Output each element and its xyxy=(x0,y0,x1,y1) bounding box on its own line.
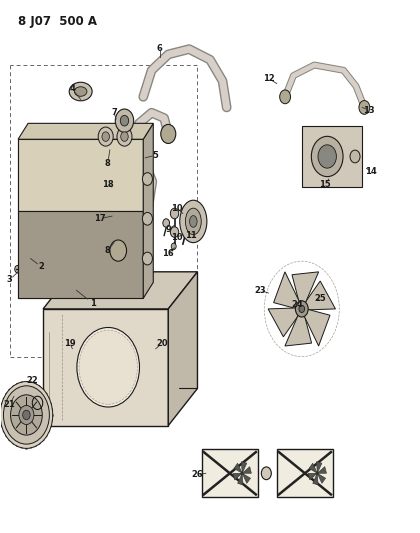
Ellipse shape xyxy=(185,208,201,235)
Circle shape xyxy=(311,136,343,176)
Text: 26: 26 xyxy=(192,471,203,479)
Polygon shape xyxy=(273,272,299,309)
Ellipse shape xyxy=(74,87,87,96)
Circle shape xyxy=(110,240,126,261)
Polygon shape xyxy=(268,308,298,337)
Text: 3: 3 xyxy=(7,275,13,284)
Circle shape xyxy=(318,145,336,168)
Circle shape xyxy=(15,265,21,273)
Circle shape xyxy=(117,127,132,146)
Circle shape xyxy=(171,208,178,219)
Polygon shape xyxy=(318,474,326,483)
Text: 5: 5 xyxy=(153,151,159,160)
Polygon shape xyxy=(292,272,319,302)
Polygon shape xyxy=(43,309,168,425)
Circle shape xyxy=(299,305,304,312)
Text: 23: 23 xyxy=(254,286,266,295)
Circle shape xyxy=(171,243,176,249)
Polygon shape xyxy=(317,462,322,472)
Text: 18: 18 xyxy=(102,180,113,189)
Circle shape xyxy=(98,127,113,146)
Text: 7: 7 xyxy=(111,108,117,117)
Circle shape xyxy=(261,467,271,480)
Circle shape xyxy=(295,301,308,317)
Text: 21: 21 xyxy=(4,400,16,409)
Polygon shape xyxy=(168,272,197,425)
Polygon shape xyxy=(241,462,247,472)
Text: 10: 10 xyxy=(171,233,182,242)
Text: 4: 4 xyxy=(69,84,75,93)
Circle shape xyxy=(280,90,291,104)
Circle shape xyxy=(121,132,128,141)
Polygon shape xyxy=(234,463,242,472)
Ellipse shape xyxy=(69,82,92,101)
Bar xyxy=(18,139,143,211)
Circle shape xyxy=(120,115,129,126)
Text: 2: 2 xyxy=(38,262,44,271)
Bar xyxy=(202,449,258,497)
Polygon shape xyxy=(143,123,153,298)
Text: 13: 13 xyxy=(363,106,374,115)
Text: 8 J07  500 A: 8 J07 500 A xyxy=(18,14,97,28)
Polygon shape xyxy=(233,473,241,480)
Bar xyxy=(277,449,333,497)
Polygon shape xyxy=(304,309,330,346)
Bar xyxy=(302,126,362,187)
Text: 10: 10 xyxy=(171,204,182,213)
Text: 16: 16 xyxy=(163,249,174,259)
Text: 17: 17 xyxy=(94,214,105,223)
Polygon shape xyxy=(18,139,143,298)
Circle shape xyxy=(161,124,176,143)
Text: 11: 11 xyxy=(185,231,197,240)
Polygon shape xyxy=(309,463,317,472)
Circle shape xyxy=(0,382,52,448)
Circle shape xyxy=(142,173,152,185)
Text: 20: 20 xyxy=(156,339,168,348)
Circle shape xyxy=(116,109,134,132)
Text: 12: 12 xyxy=(262,74,274,83)
Bar xyxy=(18,211,143,298)
Circle shape xyxy=(171,227,178,237)
Circle shape xyxy=(19,406,34,424)
Polygon shape xyxy=(318,466,326,473)
Text: 24: 24 xyxy=(292,300,304,309)
Text: 15: 15 xyxy=(319,180,331,189)
Ellipse shape xyxy=(189,216,197,227)
Text: 1: 1 xyxy=(90,299,96,308)
Circle shape xyxy=(142,252,152,265)
Polygon shape xyxy=(43,272,197,309)
Polygon shape xyxy=(18,123,153,139)
Text: 14: 14 xyxy=(365,166,376,175)
Circle shape xyxy=(316,471,319,475)
Circle shape xyxy=(142,213,152,225)
Text: 22: 22 xyxy=(27,376,39,385)
Circle shape xyxy=(163,219,170,227)
Circle shape xyxy=(79,330,137,405)
Polygon shape xyxy=(313,475,318,485)
Polygon shape xyxy=(308,473,316,480)
Polygon shape xyxy=(244,466,252,473)
Circle shape xyxy=(241,471,244,475)
Circle shape xyxy=(102,132,110,141)
Ellipse shape xyxy=(180,200,207,243)
Circle shape xyxy=(77,327,139,407)
Circle shape xyxy=(350,150,360,163)
Polygon shape xyxy=(305,281,336,310)
Circle shape xyxy=(3,386,50,444)
Text: 6: 6 xyxy=(157,44,163,53)
Circle shape xyxy=(10,395,42,435)
Text: 9: 9 xyxy=(165,225,171,234)
Circle shape xyxy=(359,101,370,114)
Circle shape xyxy=(23,410,30,419)
Text: 8: 8 xyxy=(105,159,110,167)
Polygon shape xyxy=(238,475,243,485)
Polygon shape xyxy=(243,474,250,483)
Text: 8: 8 xyxy=(105,246,110,255)
Text: 25: 25 xyxy=(315,294,326,303)
Polygon shape xyxy=(285,316,312,346)
Text: 19: 19 xyxy=(64,339,76,348)
